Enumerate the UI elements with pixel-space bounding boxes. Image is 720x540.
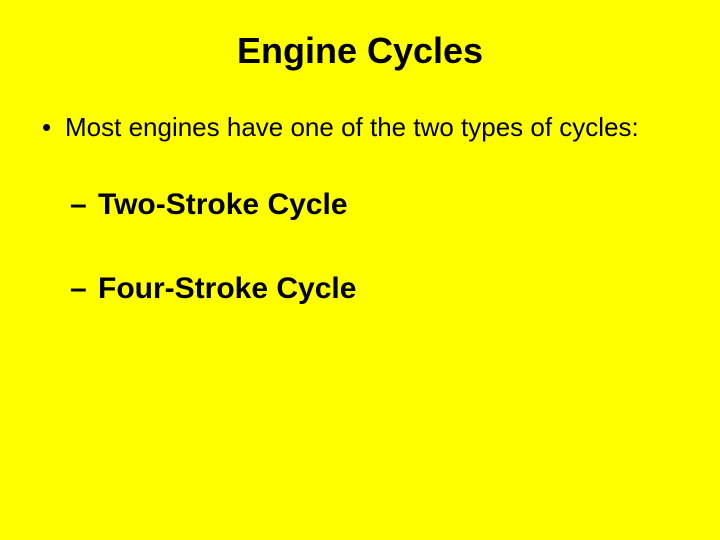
sub-bullet-list: Two-Stroke Cycle Four-Stroke Cycle — [30, 188, 690, 306]
bullet-item-main: Most engines have one of the two types o… — [40, 112, 690, 143]
sub-item-text: Two-Stroke Cycle — [98, 188, 348, 221]
main-bullet-list: Most engines have one of the two types o… — [30, 112, 690, 143]
sub-item-four-stroke: Four-Stroke Cycle — [70, 272, 690, 306]
sub-item-text: Four-Stroke Cycle — [98, 272, 356, 305]
bullet-text: Most engines have one of the two types o… — [65, 112, 639, 142]
slide-title: Engine Cycles — [30, 30, 690, 72]
slide-container: Engine Cycles Most engines have one of t… — [0, 0, 720, 540]
sub-item-two-stroke: Two-Stroke Cycle — [70, 188, 690, 222]
